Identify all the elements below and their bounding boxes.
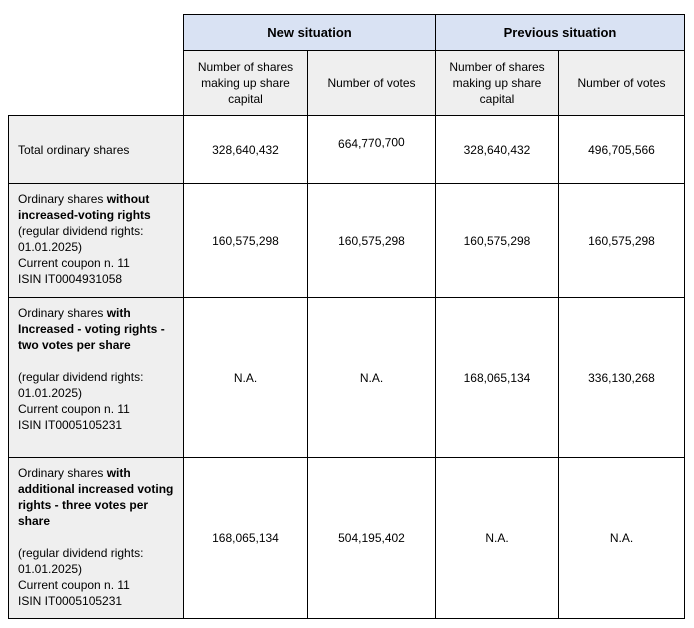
value-cell-prev-shares-three-votes: N.A. [435,457,559,619]
value-cell-prev-votes-total: 496,705,566 [558,115,685,184]
group-header-row: New situation Previous situation [8,14,685,116]
row-label-intro: Ordinary shares with additional increase… [18,466,174,528]
blank-line [18,353,174,369]
value-cell-new-votes-without: 160,575,298 [307,183,436,298]
row-label-line: ISIN IT0005105231 [18,594,123,608]
blank-line [18,529,174,545]
column-header-new-votes: Number of votes [307,50,436,116]
value-cell-prev-votes-three-votes: N.A. [558,457,685,619]
row-label-line: ISIN IT0005105231 [18,418,123,432]
row-label-line: ISIN IT0004931058 [18,272,123,286]
row-label-three-votes-per-share: Ordinary shares with additional increase… [8,457,184,619]
group-header-new-situation: New situation [183,14,436,51]
row-label-line: (regular dividend rights: 01.01.2025) [18,546,144,576]
column-header-new-shares: Number of shares making up share capital [183,50,308,116]
row-label-without-increased-voting: Ordinary shares without increased-voting… [8,183,184,298]
value-cell-new-shares-three-votes: 168,065,134 [183,457,308,619]
value-cell-prev-shares-two-votes: 168,065,134 [435,297,559,458]
value-cell-prev-shares-without: 160,575,298 [435,183,559,298]
row-label-line: (regular dividend rights: 01.01.2025) [18,224,144,254]
column-header-prev-shares: Number of shares making up share capital [435,50,559,116]
row-label-line: Current coupon n. 11 [18,402,130,416]
value-cell-new-votes-total: 664,770,700 [307,115,436,184]
value-cell-new-shares-two-votes: N.A. [183,297,308,458]
column-header-row: Number of shares making up share capital… [9,50,685,116]
row-label-line: (regular dividend rights: 01.01.2025) [18,370,144,400]
column-header-prev-votes: Number of votes [558,50,685,116]
share-capital-table: New situation Previous situation Number … [8,14,685,619]
table-row-without-increased-voting: Ordinary shares without increased-voting… [8,183,685,298]
table-row-three-votes-per-share: Ordinary shares with additional increase… [8,457,685,619]
row-label-intro: Ordinary shares without increased-voting… [18,192,151,222]
group-header-previous-situation: Previous situation [435,14,685,51]
value-cell-prev-votes-two-votes: 336,130,268 [558,297,685,458]
row-label-two-votes-per-share: Ordinary shares with Increased - voting … [8,297,184,458]
row-label-line: Current coupon n. 11 [18,578,130,592]
value-cell-new-votes-three-votes: 504,195,402 [307,457,436,619]
corner-spacer-cell [8,14,184,116]
row-label-intro: Ordinary shares with Increased - voting … [18,306,165,352]
row-label-line: Current coupon n. 11 [18,256,130,270]
table-row-two-votes-per-share: Ordinary shares with Increased - voting … [8,297,685,458]
table-row-total-ordinary-shares: Total ordinary shares 328,640,432 664,77… [8,115,685,184]
value-cell-new-shares-total: 328,640,432 [183,115,308,184]
pasted-number: 664,770,700 [337,134,406,151]
row-label-total-ordinary-shares: Total ordinary shares [8,115,184,184]
value-cell-new-votes-two-votes: N.A. [307,297,436,458]
value-cell-new-shares-without: 160,575,298 [183,183,308,298]
value-cell-prev-votes-without: 160,575,298 [558,183,685,298]
value-cell-prev-shares-total: 328,640,432 [435,115,559,184]
